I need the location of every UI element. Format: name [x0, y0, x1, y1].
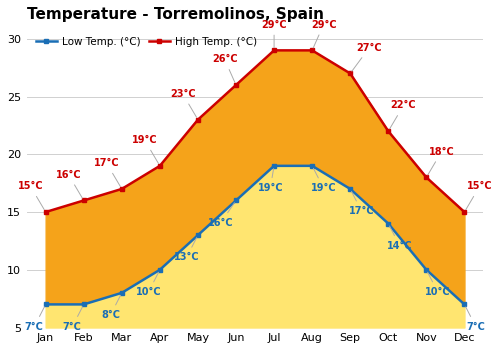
Text: 13°C: 13°C — [174, 238, 200, 262]
Text: 8°C: 8°C — [101, 295, 120, 320]
High Temp. (°C) — [386, 129, 392, 133]
Text: 7°C: 7°C — [63, 307, 82, 332]
Text: 27°C: 27°C — [352, 43, 382, 71]
Low Temp. (°C) — [271, 164, 277, 168]
Low Temp. (°C) — [195, 233, 201, 237]
High Temp. (°C) — [462, 210, 468, 214]
High Temp. (°C) — [195, 118, 201, 122]
Low Temp. (°C) — [347, 187, 353, 191]
Text: Temperature - Torremolinos, Spain: Temperature - Torremolinos, Spain — [26, 7, 324, 22]
Text: 15°C: 15°C — [18, 181, 44, 210]
Line: Low Temp. (°C): Low Temp. (°C) — [43, 163, 467, 307]
Text: 17°C: 17°C — [349, 191, 374, 216]
High Temp. (°C) — [42, 210, 48, 214]
Low Temp. (°C) — [309, 164, 315, 168]
Text: 19°C: 19°C — [311, 168, 336, 193]
High Temp. (°C) — [157, 164, 163, 168]
Line: High Temp. (°C): High Temp. (°C) — [43, 48, 467, 215]
Legend: Low Temp. (°C), High Temp. (°C): Low Temp. (°C), High Temp. (°C) — [32, 33, 262, 51]
Text: 26°C: 26°C — [212, 54, 238, 83]
High Temp. (°C) — [309, 48, 315, 52]
High Temp. (°C) — [271, 48, 277, 52]
Text: 22°C: 22°C — [390, 100, 416, 129]
Text: 10°C: 10°C — [425, 272, 450, 297]
Low Temp. (°C) — [386, 222, 392, 226]
Text: 7°C: 7°C — [466, 307, 485, 332]
Text: 17°C: 17°C — [94, 158, 120, 187]
Low Temp. (°C) — [233, 198, 239, 203]
Text: 14°C: 14°C — [387, 226, 412, 251]
Text: 19°C: 19°C — [258, 169, 283, 193]
Text: 15°C: 15°C — [466, 181, 492, 210]
High Temp. (°C) — [424, 175, 430, 180]
Low Temp. (°C) — [424, 268, 430, 272]
High Temp. (°C) — [233, 83, 239, 87]
High Temp. (°C) — [347, 71, 353, 76]
Text: 7°C: 7°C — [25, 307, 44, 332]
Text: 18°C: 18°C — [428, 147, 454, 175]
Text: 16°C: 16°C — [208, 203, 234, 228]
Text: 23°C: 23°C — [170, 89, 196, 117]
Low Temp. (°C) — [42, 302, 48, 307]
Text: 29°C: 29°C — [311, 20, 336, 48]
Text: 16°C: 16°C — [56, 170, 82, 198]
Text: 29°C: 29°C — [262, 20, 287, 48]
Low Temp. (°C) — [119, 291, 125, 295]
High Temp. (°C) — [80, 198, 86, 203]
Text: 10°C: 10°C — [136, 272, 162, 297]
High Temp. (°C) — [119, 187, 125, 191]
Low Temp. (°C) — [462, 302, 468, 307]
Text: 19°C: 19°C — [132, 135, 158, 163]
Low Temp. (°C) — [80, 302, 86, 307]
Low Temp. (°C) — [157, 268, 163, 272]
